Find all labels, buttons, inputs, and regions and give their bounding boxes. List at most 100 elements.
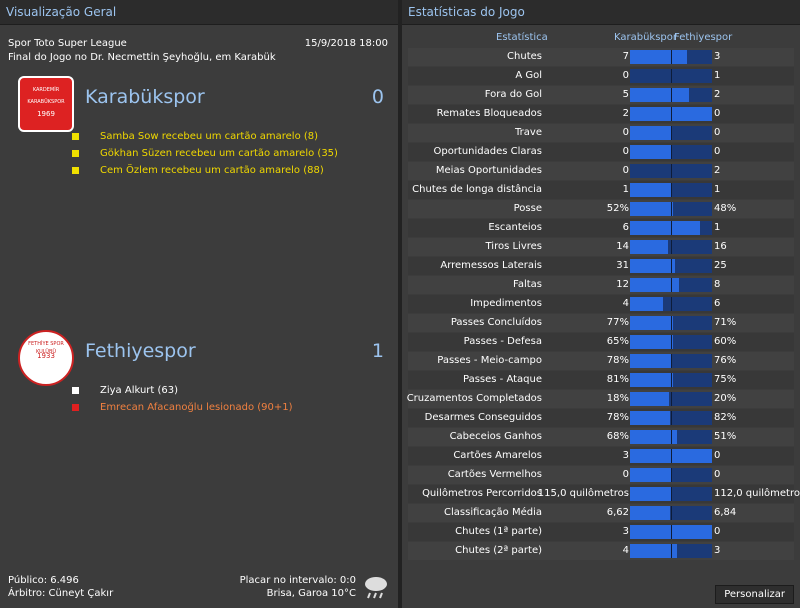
event-text: Ziya Alkurt (63) xyxy=(100,385,179,396)
stat-row: Passes - Defesa 65% 60% xyxy=(408,333,794,351)
home-value: 3 xyxy=(622,450,629,461)
crest: KARDEMİR KARABÜKSPOR 1969 xyxy=(18,76,74,132)
comparison-bar xyxy=(630,278,680,292)
away-value: 20% xyxy=(714,393,737,404)
venue: Final do Jogo no Dr. Necmettin Şeyhoğlu,… xyxy=(8,52,276,63)
bar-divider xyxy=(671,487,672,501)
stat-row: Impedimentos 4 6 xyxy=(408,295,794,313)
stat-row: Arremessos Laterais 31 25 xyxy=(408,257,794,275)
overview-header: Visualização Geral xyxy=(0,0,398,25)
stat-label: Cartões Vermelhos xyxy=(447,469,542,480)
away-value: 0 xyxy=(714,146,721,157)
crest-text: 1933 xyxy=(37,352,55,360)
bar-divider xyxy=(671,183,672,197)
bar-divider xyxy=(671,278,672,292)
comparison-bar xyxy=(630,430,677,444)
home-value: 31 xyxy=(616,260,629,271)
halftime: Placar no intervalo: 0:0 xyxy=(239,575,356,586)
event-icon xyxy=(72,404,79,411)
comparison-bar xyxy=(630,392,669,406)
home-value: 77% xyxy=(606,317,629,328)
home-value: 5 xyxy=(622,89,629,100)
away-value: 76% xyxy=(714,355,737,366)
home-value: 7 xyxy=(622,51,629,62)
stat-label: Passes - Defesa xyxy=(463,336,542,347)
home-value: 115,0 quilômetros xyxy=(537,488,629,499)
bar-divider xyxy=(671,107,672,121)
away-value: 25 xyxy=(714,260,727,271)
bar-divider xyxy=(671,316,672,330)
away-value: 2 xyxy=(714,89,721,100)
referee: Árbitro: Cüneyt Çakır xyxy=(8,588,114,599)
away-value: 2 xyxy=(714,165,721,176)
away-value: 1 xyxy=(714,222,721,233)
home-value: 12 xyxy=(616,279,629,290)
bar-divider xyxy=(671,202,672,216)
bar-divider xyxy=(671,145,672,159)
away-value: 0 xyxy=(714,526,721,537)
comparison-bar xyxy=(630,202,673,216)
stat-row: Trave 0 0 xyxy=(408,124,794,142)
weather-icon xyxy=(365,577,387,599)
competition: Spor Toto Super League xyxy=(8,38,127,49)
stats-header: Estatísticas do Jogo xyxy=(402,0,800,25)
stat-row: Chutes (2ª parte) 4 3 xyxy=(408,542,794,560)
bar-divider xyxy=(671,69,672,83)
bar-divider xyxy=(671,126,672,140)
stat-row: Oportunidades Claras 0 0 xyxy=(408,143,794,161)
stat-row: Tiros Livres 14 16 xyxy=(408,238,794,256)
home-value: 1 xyxy=(622,184,629,195)
event-icon xyxy=(72,150,79,157)
home-value: 18% xyxy=(606,393,629,404)
away-value: 48% xyxy=(714,203,737,214)
stat-label: Tiros Livres xyxy=(485,241,543,252)
team-score: 0 xyxy=(371,86,384,108)
comparison-bar xyxy=(630,126,671,140)
away-value: 1 xyxy=(714,184,721,195)
comparison-bar xyxy=(630,183,671,197)
stat-label: Cruzamentos Completados xyxy=(406,393,542,404)
stat-label: Impedimentos xyxy=(470,298,542,309)
bar-divider xyxy=(671,240,672,254)
event-text: Cem Özlem recebeu um cartão amarelo (88) xyxy=(100,165,324,176)
home-value: 0 xyxy=(622,70,629,81)
stat-label: Fora do Gol xyxy=(484,89,542,100)
stat-label: Arremessos Laterais xyxy=(440,260,542,271)
stat-row: Faltas 12 8 xyxy=(408,276,794,294)
stat-label: Faltas xyxy=(513,279,542,290)
stat-row: Meias Oportunidades 0 2 xyxy=(408,162,794,180)
home-value: 78% xyxy=(606,355,629,366)
stat-label: Desarmes Conseguidos xyxy=(424,412,542,423)
attendance: Público: 6.496 xyxy=(8,575,79,586)
stat-row: Chutes 7 3 xyxy=(408,48,794,66)
away-value: 0 xyxy=(714,469,721,480)
away-value: 3 xyxy=(714,51,721,62)
home-value: 2 xyxy=(622,108,629,119)
home-value: 4 xyxy=(622,298,629,309)
away-value: 112,0 quilômetros xyxy=(714,488,800,499)
customize-button[interactable]: Personalizar xyxy=(715,585,794,604)
bar-divider xyxy=(671,506,672,520)
comparison-bar xyxy=(630,221,701,235)
stat-row: Escanteios 6 1 xyxy=(408,219,794,237)
home-value: 6,62 xyxy=(606,507,629,518)
stats-panel: Estatísticas do Jogo Estatística Karabük… xyxy=(402,0,800,608)
column-header: Fethiyespor xyxy=(674,32,733,43)
bar-divider xyxy=(671,221,672,235)
bar-divider xyxy=(671,50,672,64)
stat-row: A Gol 0 1 xyxy=(408,67,794,85)
stat-label: Passes - Meio-campo xyxy=(437,355,542,366)
comparison-bar xyxy=(630,544,677,558)
overview-panel: Visualização Geral Spor Toto Super Leagu… xyxy=(0,0,398,608)
stat-row: Passes - Meio-campo 78% 76% xyxy=(408,352,794,370)
home-value: 78% xyxy=(606,412,629,423)
event-text: Emrecan Afacanoğlu lesionado (90+1) xyxy=(100,402,293,413)
away-value: 1 xyxy=(714,70,721,81)
stat-label: Remates Bloqueados xyxy=(436,108,542,119)
away-value: 6 xyxy=(714,298,721,309)
team-name: Fethiyespor xyxy=(85,340,196,362)
event-icon xyxy=(72,387,79,394)
away-value: 8 xyxy=(714,279,721,290)
home-value: 6 xyxy=(622,222,629,233)
